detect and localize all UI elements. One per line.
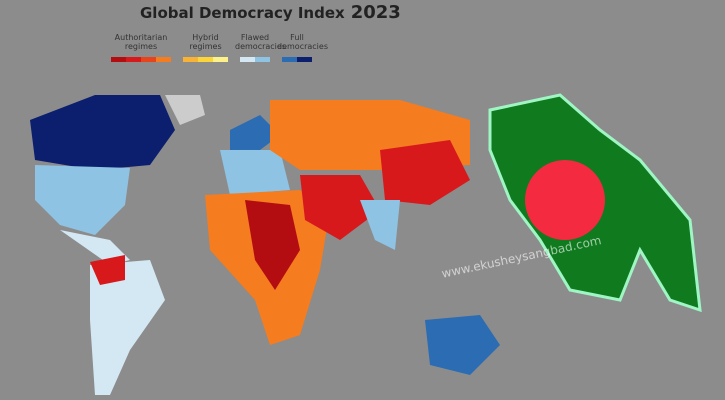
legend-swatch — [141, 57, 156, 62]
legend-label: Full democracies — [277, 33, 328, 51]
title-year: 2023 — [350, 2, 401, 23]
india — [360, 200, 400, 250]
legend-swatch — [111, 57, 126, 62]
venezuela — [90, 255, 125, 285]
legend-swatch — [240, 57, 255, 62]
title: Global Democracy Index 2023 — [140, 2, 401, 23]
legend: Authoritarian regimes Hybrid regimes Flawe… — [106, 33, 328, 62]
australia — [425, 315, 500, 375]
china — [380, 140, 470, 205]
europe — [220, 150, 290, 195]
central-africa — [245, 200, 300, 290]
europe-north — [230, 115, 280, 150]
canada — [30, 95, 175, 170]
legend-label: Authoritarian regimes — [114, 33, 168, 51]
legend-swatches — [111, 57, 171, 62]
legend-swatch — [126, 57, 141, 62]
legend-swatch — [297, 57, 312, 62]
central-america — [60, 230, 130, 265]
legend-swatches — [240, 57, 270, 62]
legend-label: Flawed democracies — [235, 33, 286, 51]
legend-swatch — [183, 57, 198, 62]
legend-swatch — [198, 57, 213, 62]
title-text: Global Democracy Index — [140, 4, 345, 22]
usa — [35, 165, 130, 235]
legend-swatch — [213, 57, 228, 62]
legend-group: Hybrid regimes — [178, 33, 233, 62]
greenland — [165, 95, 205, 125]
legend-swatch — [255, 57, 270, 62]
middle-east — [300, 175, 380, 240]
south-america — [90, 260, 165, 395]
legend-label: Hybrid regimes — [189, 33, 222, 51]
legend-group: Full democracies — [277, 33, 328, 62]
legend-group: Flawed democracies — [235, 33, 286, 62]
legend-group: Authoritarian regimes — [106, 33, 176, 62]
bangladesh-flag-circle — [525, 160, 605, 240]
legend-swatch — [282, 57, 297, 62]
legend-swatches — [282, 57, 312, 62]
legend-swatches — [183, 57, 228, 62]
legend-swatch — [156, 57, 171, 62]
